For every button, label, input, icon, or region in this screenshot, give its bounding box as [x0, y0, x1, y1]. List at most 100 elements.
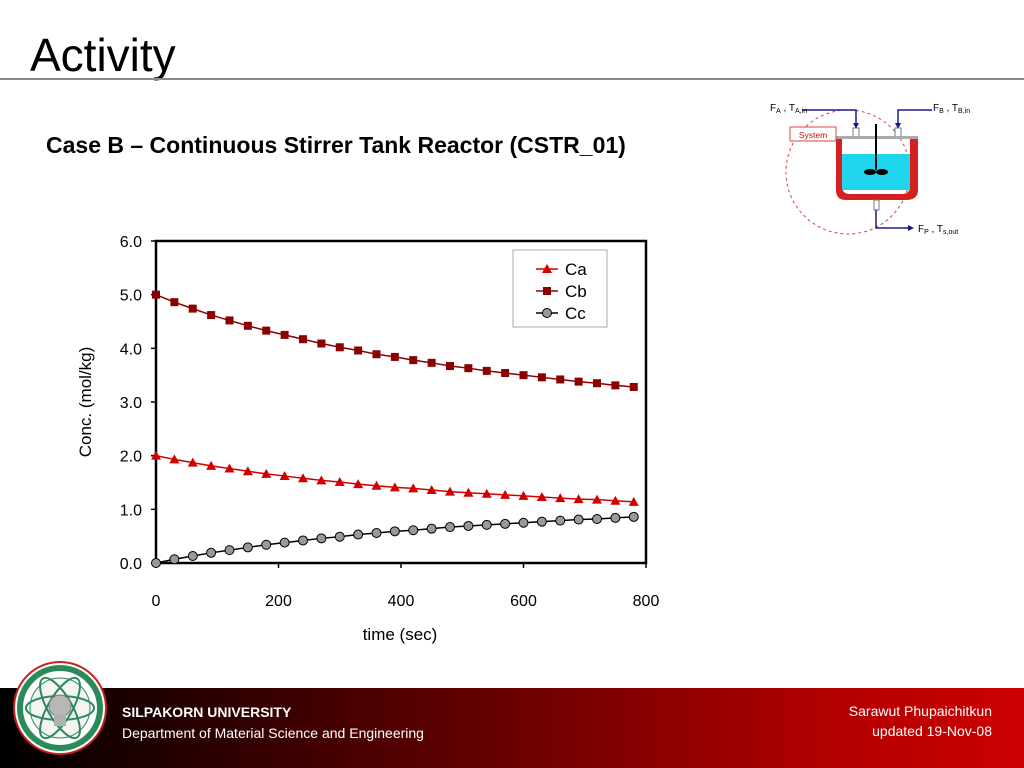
data-point-ca: [371, 480, 382, 490]
data-point-cc: [481, 519, 492, 530]
data-point-ca: [518, 490, 529, 500]
x-axis-label: time (sec): [363, 625, 438, 644]
data-point-cb: [243, 321, 252, 330]
data-point-cb: [299, 335, 307, 344]
series-cb: [152, 290, 638, 391]
data-point-cc: [187, 551, 198, 562]
legend-label-ca: Ca: [565, 260, 587, 279]
data-point-cb: [427, 358, 436, 367]
inlet-b-arrow: [895, 123, 901, 129]
data-point-ca: [279, 471, 290, 481]
data-point-cc: [592, 513, 602, 524]
data-point-cb: [446, 362, 454, 371]
university-name: SILPAKORN UNIVERSITY: [122, 704, 292, 720]
data-point-cb: [317, 339, 326, 348]
data-point-cb: [409, 356, 418, 365]
data-point-ca: [334, 476, 345, 486]
data-point-ca: [187, 457, 198, 467]
legend-marker-cb: [543, 287, 551, 295]
x-tick-label: 800: [633, 593, 660, 610]
data-point-cb: [537, 373, 546, 382]
y-axis-label: Conc. (mol/kg): [76, 347, 95, 458]
outlet-arrow: [908, 225, 914, 231]
data-point-cc: [628, 511, 639, 522]
footer-bar: SILPAKORN UNIVERSITY Department of Mater…: [0, 688, 1024, 768]
updated-date: updated 19-Nov-08: [872, 723, 992, 739]
data-point-ca: [389, 482, 400, 492]
legend-marker-ca: [542, 264, 552, 273]
data-point-cc: [353, 529, 364, 540]
data-point-cc: [242, 542, 253, 553]
data-point-cb: [170, 298, 179, 307]
inlet-b-label: FB , TB,in: [933, 103, 970, 115]
y-tick-label: 5.0: [120, 288, 142, 305]
y-tick-label: 2.0: [120, 449, 142, 466]
data-point-cb: [629, 382, 638, 391]
data-point-cb: [574, 377, 583, 386]
data-point-ca: [445, 486, 455, 496]
series-ca: [151, 450, 639, 506]
data-point-ca: [481, 488, 492, 498]
data-point-cc: [445, 522, 455, 533]
legend-label-cb: Cb: [565, 282, 587, 301]
data-point-cc: [316, 533, 327, 544]
inlet-a-label: FA , TA,in: [770, 103, 807, 115]
data-point-ca: [573, 494, 584, 504]
data-point-cc: [298, 535, 308, 546]
data-point-cb: [482, 366, 491, 375]
x-tick-label: 400: [388, 593, 415, 610]
x-tick-label: 600: [510, 593, 537, 610]
data-point-cc: [500, 518, 511, 529]
series-layer: [151, 290, 639, 568]
outlet-nozzle: [873, 199, 880, 211]
data-point-cb: [188, 304, 197, 313]
inlet-b-stream: [897, 109, 932, 126]
y-tick-label: 0.0: [120, 556, 142, 573]
data-point-cc: [463, 520, 474, 531]
y-tick-label: 1.0: [120, 502, 142, 519]
title-divider: [0, 78, 1024, 80]
data-point-ca: [536, 491, 547, 501]
data-point-cc: [389, 526, 400, 537]
data-point-ca: [628, 496, 639, 506]
data-point-cb: [593, 379, 601, 388]
data-point-cb: [207, 311, 216, 320]
data-point-cb: [556, 375, 565, 384]
data-point-ca: [224, 463, 235, 473]
data-point-cc: [536, 516, 547, 527]
data-point-cc: [224, 545, 235, 556]
data-point-cb: [464, 364, 473, 373]
legend-label-cc: Cc: [565, 304, 586, 323]
data-point-cb: [390, 352, 399, 361]
legend-box: [512, 249, 608, 328]
y-axis-ticks: 0.0 1.0 2.0 3.0 4.0 5.0 6.0: [120, 234, 156, 573]
data-point-ca: [408, 483, 419, 493]
chart-legend: Ca Cb Cc: [512, 249, 608, 328]
impeller-right: [876, 169, 888, 175]
data-point-cc: [206, 547, 217, 558]
vessel-wall: [836, 136, 918, 200]
system-label-box: [789, 126, 837, 142]
data-point-ca: [592, 494, 602, 504]
data-point-cc: [261, 539, 272, 550]
cstr-diagram: System FA , TA,in FB , TB,in FP , Ts,out: [770, 103, 970, 236]
data-point-ca: [463, 487, 474, 497]
y-tick-label: 3.0: [120, 395, 142, 412]
data-point-ca: [261, 468, 272, 478]
data-point-ca: [298, 473, 308, 483]
system-label: System: [799, 130, 827, 140]
inlet-b-nozzle: [894, 127, 902, 138]
outlet-stream: [875, 210, 910, 229]
data-point-cc: [151, 558, 161, 568]
data-point-cc: [573, 514, 584, 525]
data-point-cc: [279, 537, 290, 548]
data-point-cb: [501, 369, 510, 378]
data-point-cc: [426, 523, 437, 534]
data-point-cb: [280, 330, 289, 339]
data-point-ca: [353, 479, 364, 489]
data-point-cc: [610, 512, 621, 523]
data-point-cc: [169, 554, 180, 565]
data-point-cb: [152, 290, 160, 299]
data-point-ca: [316, 475, 327, 485]
data-point-cb: [354, 346, 363, 355]
